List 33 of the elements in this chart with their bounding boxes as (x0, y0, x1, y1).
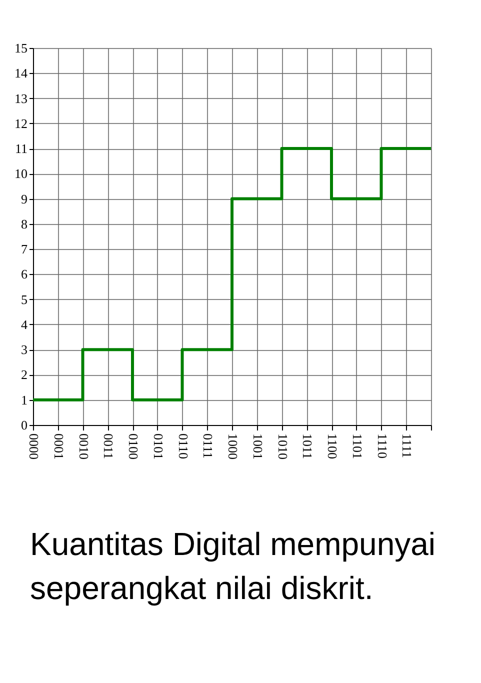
y-tick-label: 6 (21, 266, 28, 282)
y-tick-label: 3 (21, 342, 28, 358)
x-tick-label: 1000 (226, 434, 240, 460)
x-tick-label: 1011 (300, 434, 316, 460)
y-tick-label: 0 (21, 418, 28, 432)
x-tick-label: 0000 (26, 434, 42, 460)
y-tick-label: 10 (14, 166, 28, 182)
x-tick-label: 0101 (150, 434, 166, 460)
y-tick-label: 15 (14, 40, 28, 56)
y-tick-label: 2 (21, 367, 28, 382)
x-tick-label: 1001 (250, 434, 266, 460)
x-tick-label: 1010 (275, 434, 290, 460)
y-tick-label: 9 (21, 191, 28, 206)
y-tick-label: 14 (14, 66, 28, 81)
y-tick-label: 11 (14, 141, 28, 156)
text: Kuantitas Digital mempunyai seperangkat nilai diskrit. (30, 525, 437, 608)
y-tick-label: 4 (21, 316, 28, 332)
x-tick-label: 0001 (51, 434, 66, 460)
x-tick-label: 0011 (101, 434, 116, 460)
x-tick-label: 0111 (200, 434, 216, 459)
x-tick-label: 0100 (126, 434, 141, 460)
x-tick-label: 0110 (176, 434, 191, 460)
x-tick-label: 1111 (400, 434, 415, 458)
y-tick-label: 5 (21, 292, 28, 307)
x-tick-label: 1110 (374, 434, 390, 459)
y-tick-label: 8 (21, 216, 28, 232)
x-tick-label: 0010 (76, 434, 92, 460)
x-tick-label: 1100 (325, 434, 340, 460)
y-tick-label: 13 (14, 90, 28, 106)
y-tick-label: 1 (21, 392, 28, 408)
y-tick-label: 12 (14, 116, 28, 131)
y-tick-label: 7 (21, 242, 28, 257)
x-tick-label: 1101 (350, 434, 365, 460)
